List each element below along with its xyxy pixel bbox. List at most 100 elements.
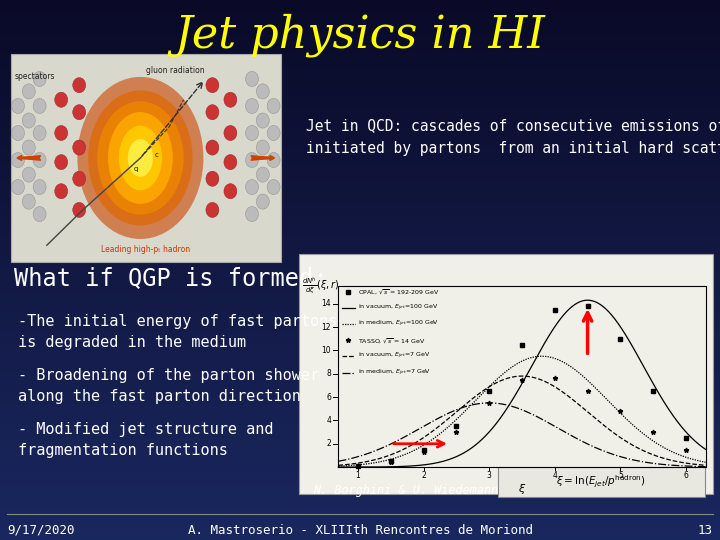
Bar — [0, 128, 720, 135]
Ellipse shape — [224, 184, 237, 199]
Bar — [0, 27, 720, 33]
Ellipse shape — [12, 152, 24, 167]
Ellipse shape — [22, 113, 35, 128]
Ellipse shape — [33, 71, 46, 86]
Ellipse shape — [267, 125, 280, 140]
Text: 4: 4 — [552, 471, 557, 480]
Bar — [0, 94, 720, 102]
Bar — [0, 534, 720, 540]
Bar — [0, 438, 720, 445]
Ellipse shape — [33, 206, 46, 221]
Ellipse shape — [22, 167, 35, 182]
Bar — [11, 54, 281, 262]
Ellipse shape — [73, 140, 86, 155]
Bar — [0, 40, 720, 47]
Text: 4: 4 — [326, 416, 331, 425]
Bar — [0, 345, 720, 351]
Bar — [0, 284, 720, 291]
Bar — [0, 148, 720, 156]
Bar — [0, 263, 720, 270]
Bar — [0, 54, 720, 60]
Text: 2: 2 — [326, 439, 331, 448]
Bar — [0, 0, 720, 6]
Text: 10: 10 — [322, 346, 331, 355]
Ellipse shape — [33, 98, 46, 113]
Bar — [0, 405, 720, 411]
Text: - Broadening of the parton shower
along the fast parton direction: - Broadening of the parton shower along … — [18, 368, 319, 404]
Text: OPAL, $\sqrt{s}$ = 192-209 GeV: OPAL, $\sqrt{s}$ = 192-209 GeV — [358, 287, 439, 296]
Ellipse shape — [33, 152, 46, 167]
Text: Jet physics in HI: Jet physics in HI — [174, 14, 546, 57]
Bar — [0, 68, 720, 74]
Bar — [0, 351, 720, 357]
Text: 6: 6 — [683, 471, 688, 480]
Ellipse shape — [33, 179, 46, 194]
Bar — [0, 168, 720, 176]
Bar — [0, 372, 720, 378]
Bar — [0, 276, 720, 284]
Bar — [0, 465, 720, 472]
Bar — [0, 33, 720, 40]
Ellipse shape — [206, 78, 219, 93]
Bar — [0, 222, 720, 230]
Bar — [0, 135, 720, 141]
Text: 5: 5 — [618, 471, 623, 480]
Ellipse shape — [128, 139, 153, 177]
Ellipse shape — [206, 105, 219, 120]
Ellipse shape — [246, 152, 258, 167]
Bar — [498, 467, 704, 497]
Bar — [0, 303, 720, 310]
Bar — [0, 317, 720, 324]
Bar — [0, 20, 720, 27]
Text: in medium, $E_{jet}$=100 GeV: in medium, $E_{jet}$=100 GeV — [358, 319, 439, 329]
Ellipse shape — [73, 202, 86, 218]
Ellipse shape — [224, 92, 237, 107]
Bar — [0, 47, 720, 54]
Ellipse shape — [12, 179, 24, 194]
Ellipse shape — [73, 171, 86, 186]
Bar — [0, 519, 720, 526]
Bar — [0, 202, 720, 209]
Text: c: c — [155, 152, 158, 158]
Bar — [0, 195, 720, 202]
Text: 3: 3 — [487, 471, 492, 480]
Ellipse shape — [267, 98, 280, 113]
Bar — [0, 364, 720, 372]
Bar — [0, 209, 720, 216]
Bar — [0, 486, 720, 492]
Ellipse shape — [73, 78, 86, 93]
Bar — [0, 384, 720, 391]
Bar — [0, 189, 720, 195]
Bar — [0, 330, 720, 338]
Bar — [0, 162, 720, 168]
Bar — [0, 324, 720, 330]
Ellipse shape — [224, 125, 237, 140]
Ellipse shape — [206, 202, 219, 218]
Text: Leading high-pₜ hadron: Leading high-pₜ hadron — [102, 245, 190, 254]
Text: - Modified jet structure and
fragmentation functions: - Modified jet structure and fragmentati… — [18, 422, 274, 458]
Bar — [0, 156, 720, 162]
Text: in vacuum, $E_{jet}$=7 GeV: in vacuum, $E_{jet}$=7 GeV — [358, 352, 431, 361]
Text: 9/17/2020: 9/17/2020 — [7, 524, 75, 537]
Bar — [0, 459, 720, 465]
Bar — [0, 507, 720, 513]
Bar — [0, 176, 720, 183]
Bar — [0, 418, 720, 426]
Text: in vacuum, $E_{jet}$=100 GeV: in vacuum, $E_{jet}$=100 GeV — [358, 303, 438, 313]
Ellipse shape — [22, 140, 35, 155]
Text: gluon radiation: gluon radiation — [145, 66, 204, 75]
Text: N. Borghini & U. Wiedemann: N. Borghini & U. Wiedemann — [313, 484, 498, 497]
Bar — [0, 237, 720, 243]
Text: What if QGP is formed:: What if QGP is formed: — [14, 266, 328, 290]
Bar — [0, 358, 720, 365]
Bar — [0, 392, 720, 399]
Ellipse shape — [22, 84, 35, 99]
Text: 13: 13 — [698, 524, 713, 537]
Bar — [0, 183, 720, 189]
Ellipse shape — [12, 98, 24, 113]
Bar — [0, 216, 720, 222]
Bar — [0, 74, 720, 81]
Ellipse shape — [89, 90, 193, 226]
Bar — [0, 493, 720, 500]
Text: Jet in QCD: cascades of consecutive emissions of partons
initiated by partons  f: Jet in QCD: cascades of consecutive emis… — [306, 119, 720, 156]
